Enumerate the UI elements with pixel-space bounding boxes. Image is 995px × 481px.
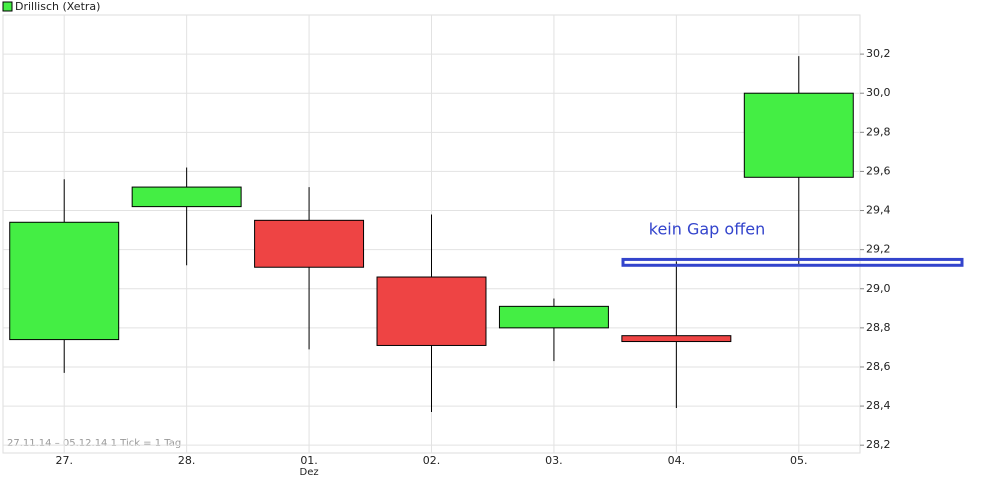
y-tick-label: 29,4 bbox=[866, 204, 891, 217]
candle-body bbox=[131, 186, 242, 208]
candle-body bbox=[621, 335, 732, 343]
x-tick-label: 01. bbox=[300, 454, 318, 467]
annotation-band bbox=[621, 257, 964, 267]
candle-body bbox=[743, 92, 854, 178]
legend-label: Drillisch (Xetra) bbox=[15, 0, 100, 13]
candle-body bbox=[9, 221, 120, 341]
x-tick-label: 02. bbox=[423, 454, 441, 467]
x-tick-label: 27. bbox=[55, 454, 73, 467]
y-tick-label: 28,4 bbox=[866, 399, 891, 412]
y-tick-label: 29,6 bbox=[866, 164, 891, 177]
candle-body bbox=[254, 219, 365, 268]
y-tick-label: 29,2 bbox=[866, 243, 891, 256]
legend-swatch bbox=[2, 1, 13, 12]
y-tick-label: 30,0 bbox=[866, 86, 891, 99]
x-tick-label: 03. bbox=[545, 454, 563, 467]
y-tick-label: 28,2 bbox=[866, 438, 891, 451]
x-tick-label: 04. bbox=[668, 454, 686, 467]
candle-body bbox=[498, 305, 609, 329]
annotation-text: kein Gap offen bbox=[649, 220, 765, 239]
y-tick-label: 30,2 bbox=[866, 47, 891, 60]
x-tick-label: 28. bbox=[178, 454, 196, 467]
y-tick-label: 28,6 bbox=[866, 360, 891, 373]
y-tick-label: 29,0 bbox=[866, 282, 891, 295]
x-tick-label: 05. bbox=[790, 454, 808, 467]
y-tick-label: 28,8 bbox=[866, 321, 891, 334]
y-tick-label: 29,8 bbox=[866, 125, 891, 138]
x-month-label: Dez bbox=[300, 467, 319, 478]
candle-body bbox=[376, 276, 487, 346]
footer: 27.11.14 – 05.12.14 1 Tick = 1 Tag bbox=[7, 438, 181, 449]
